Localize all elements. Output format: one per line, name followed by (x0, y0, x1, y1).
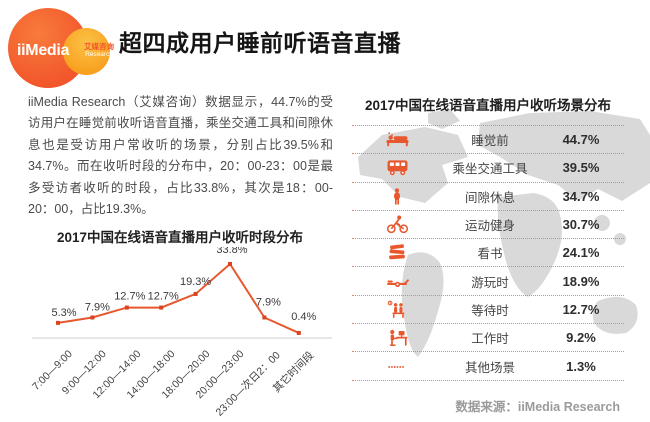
play-icon (352, 272, 442, 291)
map-north-america (358, 127, 468, 203)
scene-row: 看书 24.1% (352, 238, 624, 266)
data-point-marker (193, 291, 198, 296)
data-point-marker (159, 305, 164, 310)
working-icon (352, 328, 442, 347)
data-point-marker (228, 262, 232, 267)
scene-row: 工作时 9.2% (352, 323, 624, 351)
scene-label: 乘坐交通工具 (452, 162, 528, 177)
intro-paragraph: iiMedia Research（艾媒咨询）数据显示，44.7%的受访用户在睡觉… (28, 95, 333, 216)
scene-row: 等待时 12.7% (352, 294, 624, 323)
map-greenland (428, 109, 460, 129)
bus-icon (352, 158, 442, 177)
map-south-america (401, 252, 444, 357)
scene-value: 34.7% (562, 188, 600, 204)
scene-label: 睡觉前 (471, 134, 509, 149)
logo-brand-text: iiMedia (17, 42, 70, 59)
data-point-label: 12.7% (114, 291, 145, 303)
scene-row: 运动健身 30.7% (352, 209, 624, 238)
scene-value: 30.7% (562, 217, 600, 233)
scene-row: 游玩时 18.9% (352, 266, 624, 294)
line-series (57, 262, 300, 334)
scene-value: 44.7% (562, 132, 600, 148)
data-point-marker (262, 315, 267, 320)
scene-value: 12.7% (562, 301, 600, 317)
iimedia-logo: iiMedia 艾媒咨询 Research (8, 6, 116, 90)
page-title: 超四成用户睡前听语音直播 (119, 30, 401, 56)
x-axis-label: 12:00—14:00 (90, 348, 144, 402)
data-point-label: 12.7% (148, 291, 179, 303)
map-eurasia (478, 111, 650, 201)
scene-value: 18.9% (562, 273, 600, 289)
map-africa (497, 193, 562, 297)
logo-research-text: Research (85, 51, 113, 59)
map-australia (592, 296, 638, 334)
dots-icon (352, 357, 442, 376)
scene-table-title: 2017中国在线语音直播用户收听场景分布 (364, 98, 612, 113)
books-icon (352, 243, 442, 262)
scene-row: 间隙休息 34.7% (352, 181, 624, 210)
rest-icon (352, 187, 442, 206)
scene-row: 乘坐交通工具 39.5% (352, 153, 624, 181)
scene-label: 看书 (477, 247, 503, 262)
data-point-label: 5.3% (51, 307, 76, 319)
data-point-label: 7.9% (85, 301, 110, 313)
x-axis-label: 23:00—次日2：00 (213, 349, 283, 419)
scene-label: 间隙休息 (464, 190, 515, 205)
line-chart: 5.3% 7.9%12.7% 12.7%19.3%33.8%7.9%0.4% (32, 247, 332, 339)
data-point-marker (124, 305, 129, 310)
scene-table: 睡觉前 44.7% 乘坐交通工具 39.5% 间隙休息 34.7% 运动健身 30.7% 看书 2… (352, 125, 624, 381)
scene-label: 工作时 (471, 332, 509, 347)
data-point-label: 7.9% (256, 296, 281, 308)
data-source: 数据来源：iiMedia Research (455, 400, 620, 414)
scene-distribution-block: 2017中国在线语音直播用户收听场景分布 睡觉前 44.7% 乘坐交通工具 39.5%… (352, 94, 624, 381)
x-axis-label: 9:00—12:00 (59, 348, 109, 397)
data-point-label: 33.8% (216, 247, 247, 256)
data-point-label: 0.4% (291, 311, 316, 323)
data-point-label: 19.3% (180, 276, 211, 288)
scene-label: 等待时 (471, 303, 509, 318)
scene-value: 39.5% (562, 160, 600, 176)
scene-value: 24.1% (562, 245, 600, 261)
scene-row: 其他场景 1.3% (352, 351, 624, 379)
scene-row: 睡觉前 44.7% (352, 125, 624, 153)
data-point-marker (296, 330, 301, 335)
bed-icon (352, 130, 442, 149)
logo-yellow-circle (63, 28, 110, 75)
time-distribution-chart: 2017中国在线语音直播用户收听时段分布 5.3% 7.9% 12.7% 12.7% 1… (20, 226, 340, 419)
line-chart-title: 2017中国在线语音直播用户收听时段分布 (56, 230, 304, 245)
x-axis-label: 其它时间段 (271, 349, 317, 396)
map-island-1 (594, 215, 610, 231)
x-axis-label: 14:00—18:00 (124, 348, 178, 402)
scene-value: 9.2% (566, 330, 596, 346)
world-map-watermark (358, 109, 650, 357)
scene-label: 运动健身 (464, 219, 515, 234)
data-point-marker (90, 315, 95, 320)
x-axis-label: 18:00—20:00 (159, 348, 213, 402)
data-point-marker (56, 320, 60, 325)
logo-cn-text: 艾媒咨询 (84, 42, 114, 51)
scene-label: 游玩时 (471, 275, 509, 290)
x-axis-label: 20:00—23:00 (193, 348, 247, 402)
logo-subtext: 艾媒咨询 Research (84, 42, 114, 59)
scene-value: 1.3% (566, 358, 596, 374)
waiting-icon (352, 300, 442, 319)
cycling-icon (352, 215, 442, 234)
x-axis-label: 7:00—9:00 (29, 348, 75, 393)
scene-label: 其他场景 (464, 360, 515, 375)
